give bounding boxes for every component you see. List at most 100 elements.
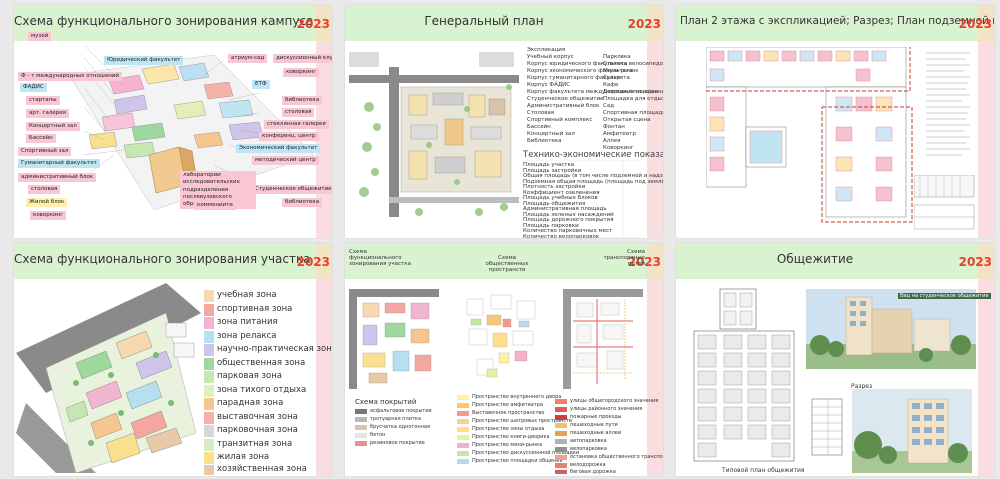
legend-swatch [457, 411, 469, 416]
legend-swatch [355, 441, 367, 446]
label-method-center: методический центр [252, 156, 319, 165]
slide-floor-plan[interactable]: План 2 этажа с экспликацией; Разрез; Пла… [676, 5, 994, 238]
zone-label: парковочная зона [217, 425, 298, 435]
label-admin-block: административный блок [18, 173, 97, 182]
surface-legend-title: Схема покрытий [355, 398, 417, 406]
legend-item: Административный блок [527, 103, 600, 109]
tech-row: Плотность застройки [523, 184, 586, 190]
tech-row: Коэффициент озеленения [523, 189, 600, 196]
legend-swatch [555, 439, 567, 444]
legend-swatch [555, 407, 567, 412]
tech-row: Площадь общежития [523, 200, 586, 207]
label-library-bottom: библиотека [282, 198, 323, 207]
slide-header [14, 243, 332, 279]
legend-label: велопарковка [570, 446, 607, 452]
label-conference: конференц. центр [259, 132, 319, 141]
zone-label: транзитная зона [217, 438, 293, 449]
legend-label: пожарные проезды [570, 414, 622, 420]
zone-swatch [204, 411, 214, 424]
legend-item: Амфитеатр [603, 131, 636, 137]
slide-header [676, 5, 994, 41]
zone-swatch [204, 384, 214, 397]
tech-table-lines [523, 160, 641, 238]
legend-label: Пространство дискуссионной площадки [472, 450, 580, 456]
slide-site-zoning[interactable]: Схема функционального зонирования участк… [14, 243, 332, 476]
tech-row: Площадь застройки [523, 167, 582, 174]
label-startups: стартапы [26, 96, 60, 105]
legend-label: Пространство площадки общения [472, 458, 563, 464]
legend-item: Мини-рынок [603, 68, 639, 74]
legend-swatch [555, 455, 567, 460]
zone-swatch [204, 425, 214, 437]
legend-item: Сквер [603, 75, 621, 81]
label-canteen-right: столовая [282, 108, 315, 117]
label-law-faculty: Юридический факультет [104, 56, 184, 65]
legend-swatch [555, 399, 567, 404]
zone-label: научно-практическая зона [217, 344, 332, 354]
legend-swatch [457, 427, 469, 432]
label-coworking-left: коворкинг [30, 211, 67, 220]
slide-header [14, 5, 332, 41]
legend-swatch [457, 451, 469, 456]
label-art-gallery: арт. галерея [26, 109, 69, 118]
legend-label: улицы районного значения [570, 406, 643, 412]
legend-item: Студенческое общежитие [527, 96, 604, 102]
zone-swatch [204, 398, 214, 410]
legend-swatch [555, 415, 567, 420]
explication-text-block [926, 52, 970, 156]
legend-label: Пространство внутреннего двора [472, 394, 562, 400]
dorm-render-top [806, 289, 976, 369]
legend-item: Фонтан [603, 124, 625, 130]
slide-campus-zoning[interactable]: Схема функционального зонирования кампус… [14, 5, 332, 238]
parking-plan-and-section [914, 175, 975, 230]
slide-title: Схема функционального зонирования участк… [14, 252, 311, 266]
tech-row: Количество парковочных мест [523, 228, 613, 234]
tech-row: Площадь учебных блоков [523, 195, 598, 201]
legend-label: Пространство мини-рынка [472, 442, 543, 448]
slide-master-plan[interactable]: Генеральный план 2023 Экспликаци [345, 5, 663, 238]
legend-item: Кафе [603, 82, 619, 88]
legend-item: Открытая сцена [603, 117, 651, 123]
label-coworking-top: коворкинг [283, 68, 320, 77]
dorm-plan-label: Типовой план общежития [722, 467, 805, 474]
zone-label: спортивная зона [217, 303, 293, 314]
legend-item: Библиотека [527, 138, 562, 144]
legend-item: Экспликация [527, 47, 566, 53]
side-strip [978, 5, 994, 238]
legend-swatch [457, 419, 469, 424]
legend-label: велодорожка [570, 462, 606, 468]
legend-swatch [457, 403, 469, 408]
slide-title: Генеральный план [424, 14, 544, 28]
zone-swatch [204, 357, 214, 370]
zone-swatch [204, 303, 214, 316]
label-atrium: атриум-сад [228, 54, 268, 63]
label-living-block: Жилой блок [26, 198, 68, 207]
label-gym: Спортивный зал [18, 147, 72, 156]
legend-label: Пространство книги-дворика [472, 434, 550, 440]
legend-label: Пространство зоны отдыха [472, 426, 545, 432]
tech-row: Количество велопарковок [523, 233, 600, 239]
dorm-render-bottom [852, 389, 972, 473]
legend-label: остановка общественного транспорта [570, 454, 663, 460]
side-strip-top [647, 243, 663, 279]
scheme-title-transport: Схема транспортных путей [603, 249, 645, 267]
side-strip-top [316, 5, 332, 41]
legend-item: Концертный зал [527, 131, 575, 137]
scheme-title-public: Схема общественных пространств [485, 255, 529, 273]
dorm-section [811, 398, 843, 456]
legend-label: пешеходные пути [570, 422, 618, 428]
slide-schemes[interactable]: 2023 Схема функционального зонирования у… [345, 243, 663, 476]
slide-title: Общежитие [776, 252, 854, 266]
scheme-zoning-map [349, 289, 439, 389]
zone-label: учебная зона [217, 290, 277, 300]
slide-header [345, 5, 663, 41]
slide-dormitory[interactable]: Общежитие 2023 Типовой план общежития [676, 243, 994, 476]
zone-label: жилая зона [217, 452, 270, 462]
label-library-right: библиотека [282, 96, 323, 105]
side-strip [316, 243, 332, 476]
label-debate-club: дискуссионный клуб [273, 54, 332, 63]
typical-dorm-plan [690, 287, 800, 467]
tech-row: Площадь участка [523, 162, 575, 168]
legend-item: Учебный корпус [527, 54, 574, 60]
label-intl-faculty: Ф - т международных отношений [18, 72, 122, 81]
